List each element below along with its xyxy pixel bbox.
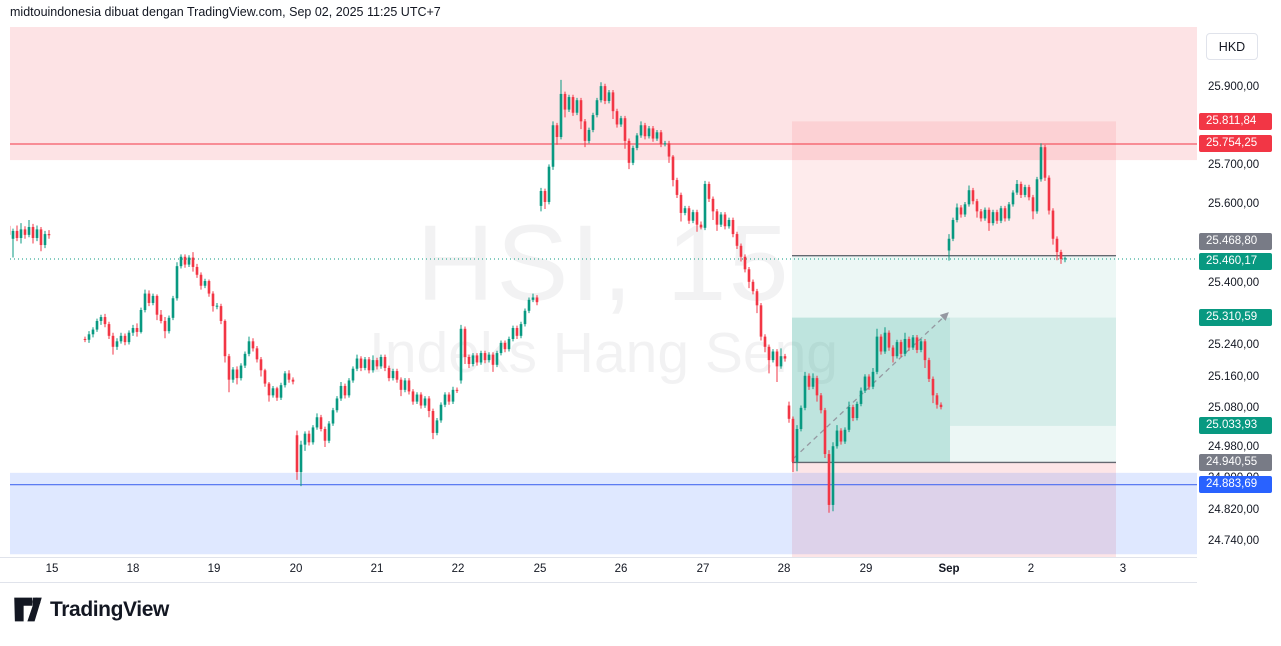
price-tick-label: 24.980,00 xyxy=(1208,441,1260,453)
time-axis[interactable]: 15 18 19 20 21 22 25 26 27 28 29 Sep 2 3 xyxy=(0,557,1281,583)
price-tick-label: 25.080,00 xyxy=(1208,401,1260,414)
tradingview-logo-icon xyxy=(14,597,42,622)
price-label-chip: 25.468,80 xyxy=(1199,233,1272,251)
time-tick-label: 19 xyxy=(207,563,221,575)
price-tick-label: 25.700,00 xyxy=(1208,159,1260,172)
price-label-chip: 25.754,25 xyxy=(1199,135,1272,153)
price-tick-label: 24.820,00 xyxy=(1208,503,1260,516)
trend-arrow[interactable] xyxy=(793,312,949,459)
price-label-chip: 25.460,17 xyxy=(1199,252,1272,270)
plot-area[interactable] xyxy=(8,27,1197,557)
price-label-chip: 24.883,69 xyxy=(1199,476,1272,494)
attribution-text: midtouindonesia dibuat dengan TradingVie… xyxy=(10,5,441,19)
price-axis[interactable]: 25.900,00 25.700,00 25.600,00 25.400,00 25.2… xyxy=(1197,0,1281,646)
time-tick-label: 29 xyxy=(859,563,873,575)
tradingview-logo-text: TradingView xyxy=(50,597,169,621)
time-tick-label: 20 xyxy=(289,563,303,575)
price-tick-label: 25.240,00 xyxy=(1208,339,1260,352)
time-tick-label: 25 xyxy=(533,563,547,575)
price-label-chip: 25.310,59 xyxy=(1199,309,1272,327)
candles-layer xyxy=(10,79,1067,513)
price-label-chip: 25.033,93 xyxy=(1199,417,1272,435)
tradingview-logo[interactable]: TradingView xyxy=(14,597,169,622)
price-label-chip: 24.940,55 xyxy=(1199,453,1272,471)
time-tick-label: 2 xyxy=(1027,563,1035,575)
bottom-support-band[interactable] xyxy=(10,472,1197,555)
time-tick-label: 18 xyxy=(126,563,140,575)
price-label-chip: 25.811,84 xyxy=(1199,112,1272,130)
time-tick-label: 28 xyxy=(777,563,791,575)
demand-zone-light[interactable] xyxy=(792,255,1116,463)
time-tick-label: 15 xyxy=(45,563,59,575)
price-tick-label: 24.740,00 xyxy=(1208,534,1260,547)
time-tick-label: 21 xyxy=(370,563,384,575)
currency-button[interactable]: HKD xyxy=(1206,33,1258,60)
price-tick-label: 25.160,00 xyxy=(1208,370,1260,383)
demand-zone-dark[interactable] xyxy=(792,317,950,463)
top-resistance-band[interactable] xyxy=(10,27,1197,161)
price-tick-label: 25.900,00 xyxy=(1208,80,1260,93)
zones-layer xyxy=(10,27,1197,557)
price-tick-label: 25.400,00 xyxy=(1208,276,1260,289)
demand-zone-mid[interactable] xyxy=(950,317,1116,426)
time-tick-label: Sep xyxy=(938,563,960,575)
currency-button-label: HKD xyxy=(1218,39,1246,54)
price-tick-label: 25.600,00 xyxy=(1208,198,1260,211)
bottom-red-box[interactable] xyxy=(792,462,1116,557)
time-tick-label: 26 xyxy=(614,563,628,575)
time-tick-label: 3 xyxy=(1119,563,1127,575)
time-tick-label: 27 xyxy=(696,563,710,575)
time-tick-label: 22 xyxy=(451,563,465,575)
